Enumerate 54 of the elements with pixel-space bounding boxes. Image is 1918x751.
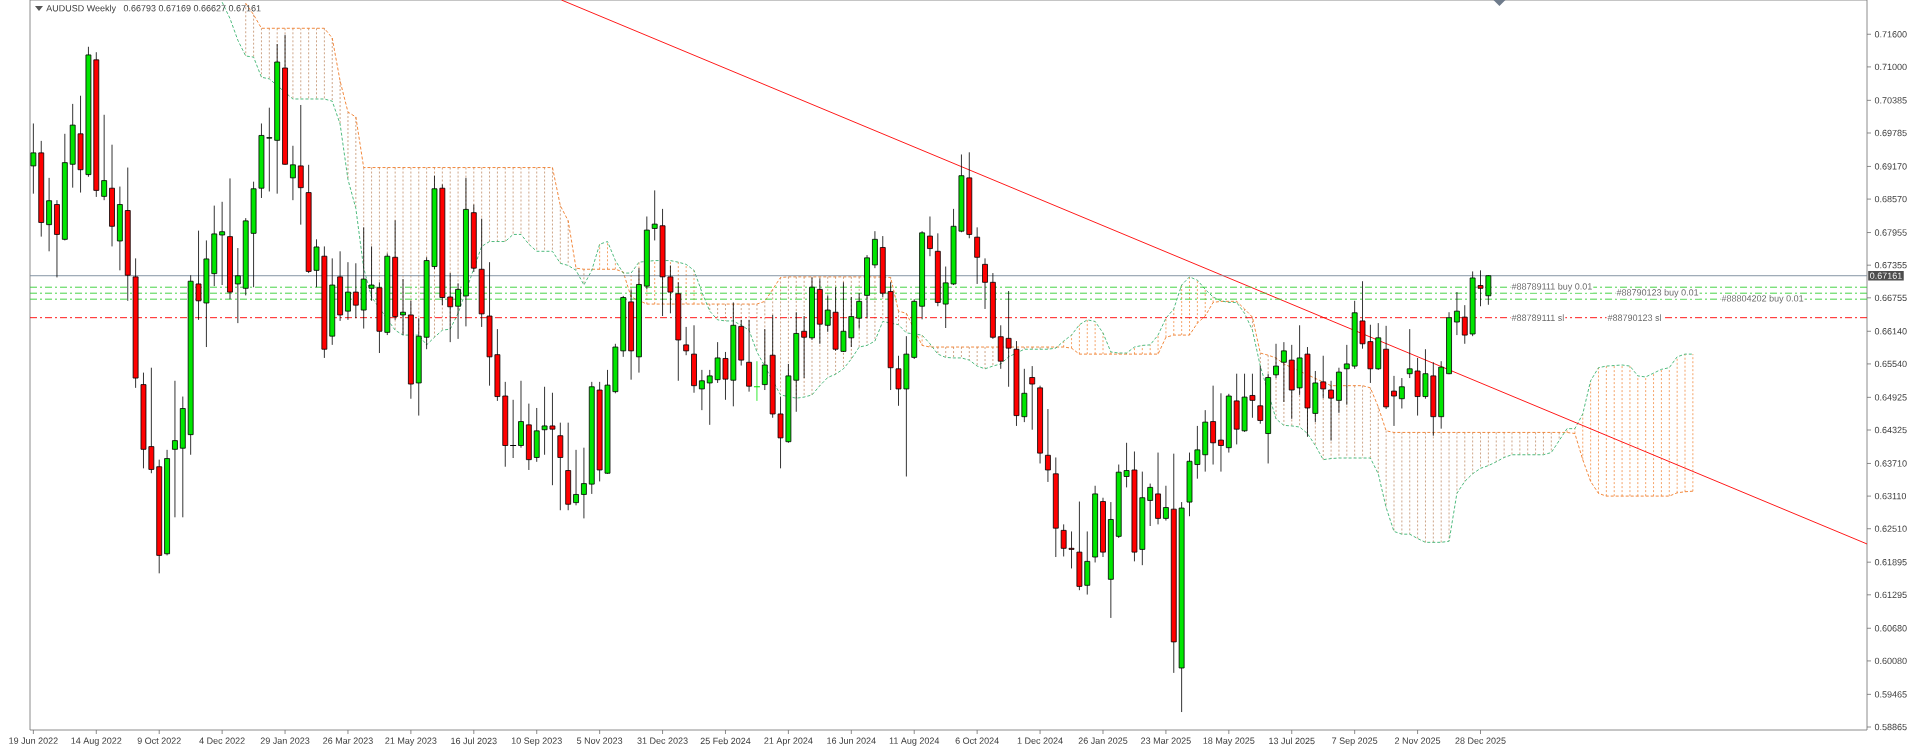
y-tick-label: 0.58865: [1874, 723, 1907, 731]
x-tick-label: 4 Dec 2022: [199, 737, 245, 744]
x-tick-label: 21 May 2023: [385, 737, 437, 746]
y-tick-label: 0.67955: [1874, 229, 1907, 236]
y-tick-label: 0.61295: [1874, 591, 1907, 599]
y-tick-label: 0.67355: [1874, 261, 1907, 269]
x-tick-label: 6 Oct 2024: [955, 737, 999, 744]
x-tick-label: 13 Jul 2025: [1269, 737, 1315, 745]
x-tick-label: 10 Sep 2023: [511, 737, 562, 746]
y-tick-label: 0.69785: [1874, 129, 1907, 137]
x-tick-label: 23 Mar 2025: [1141, 737, 1191, 744]
y-tick-label: 0.65540: [1874, 360, 1907, 368]
ref-line-label: #88789111 sl: [1511, 314, 1564, 321]
ref-line-label: #88804202 buy 0.01: [1721, 294, 1804, 304]
y-tick-label: 0.70385: [1874, 97, 1907, 104]
y-tick-label: 0.71000: [1874, 63, 1907, 71]
x-tick-label: 26 Mar 2023: [323, 737, 373, 744]
x-tick-label: 16 Jun 2024: [827, 737, 876, 744]
y-tick-label: 0.66140: [1874, 328, 1907, 335]
y-tick-label: 0.59465: [1874, 691, 1907, 698]
chart-subtitle: 0.66793 0.67169 0.66627 0.67161: [123, 5, 261, 12]
y-tick-label: 0.64325: [1874, 426, 1907, 434]
x-tick-label: 7 Sep 2025: [1332, 737, 1378, 746]
x-tick-label: 2 Nov 2025: [1395, 737, 1441, 744]
ref-line-label: #88790123 buy 0.01: [1616, 289, 1699, 298]
y-tick-label: 0.68570: [1874, 195, 1907, 203]
x-tick-label: 16 Jul 2023: [451, 737, 497, 745]
y-tick-label: 0.60680: [1874, 625, 1907, 632]
y-tick-label: 0.62510: [1874, 525, 1907, 532]
x-tick-label: 25 Feb 2024: [700, 737, 751, 745]
x-tick-label: 11 Aug 2024: [889, 737, 940, 746]
y-tick-label: 0.71600: [1874, 31, 1907, 38]
y-tick-label: 0.64925: [1874, 394, 1907, 401]
x-tick-label: 9 Oct 2022: [137, 737, 181, 744]
y-tick-label: 0.66755: [1874, 294, 1907, 302]
x-tick-label: 1 Dec 2024: [1017, 737, 1063, 744]
y-tick-label: 0.69170: [1874, 163, 1907, 170]
ref-line-label: #88789111 buy 0.01: [1511, 283, 1592, 292]
x-tick-label: 14 Aug 2022: [71, 737, 122, 746]
text: AUDUSD Weekly: [46, 4, 117, 14]
y-tick-label: 0.60080: [1874, 657, 1907, 665]
x-tick-label: 31 Dec 2023: [637, 737, 688, 744]
x-tick-label: 28 Dec 2025: [1455, 737, 1506, 744]
y-tick-label: 0.63110: [1874, 492, 1907, 500]
x-tick-label: 5 Nov 2023: [576, 737, 623, 744]
x-tick-label: 29 Jan 2023: [260, 737, 310, 744]
x-tick-label: 18 May 2025: [1203, 737, 1255, 746]
annotation: #88790123 sl: [1607, 314, 1661, 321]
ref-line-label: 0.67161: [1870, 272, 1902, 279]
x-tick-label: 21 Apr 2024: [764, 737, 813, 746]
x-tick-label: 26 Jan 2025: [1078, 737, 1128, 744]
y-tick-label: 0.63710: [1874, 460, 1907, 467]
y-tick-label: 0.61895: [1874, 559, 1907, 566]
x-tick-label: 19 Jun 2022: [9, 737, 58, 744]
